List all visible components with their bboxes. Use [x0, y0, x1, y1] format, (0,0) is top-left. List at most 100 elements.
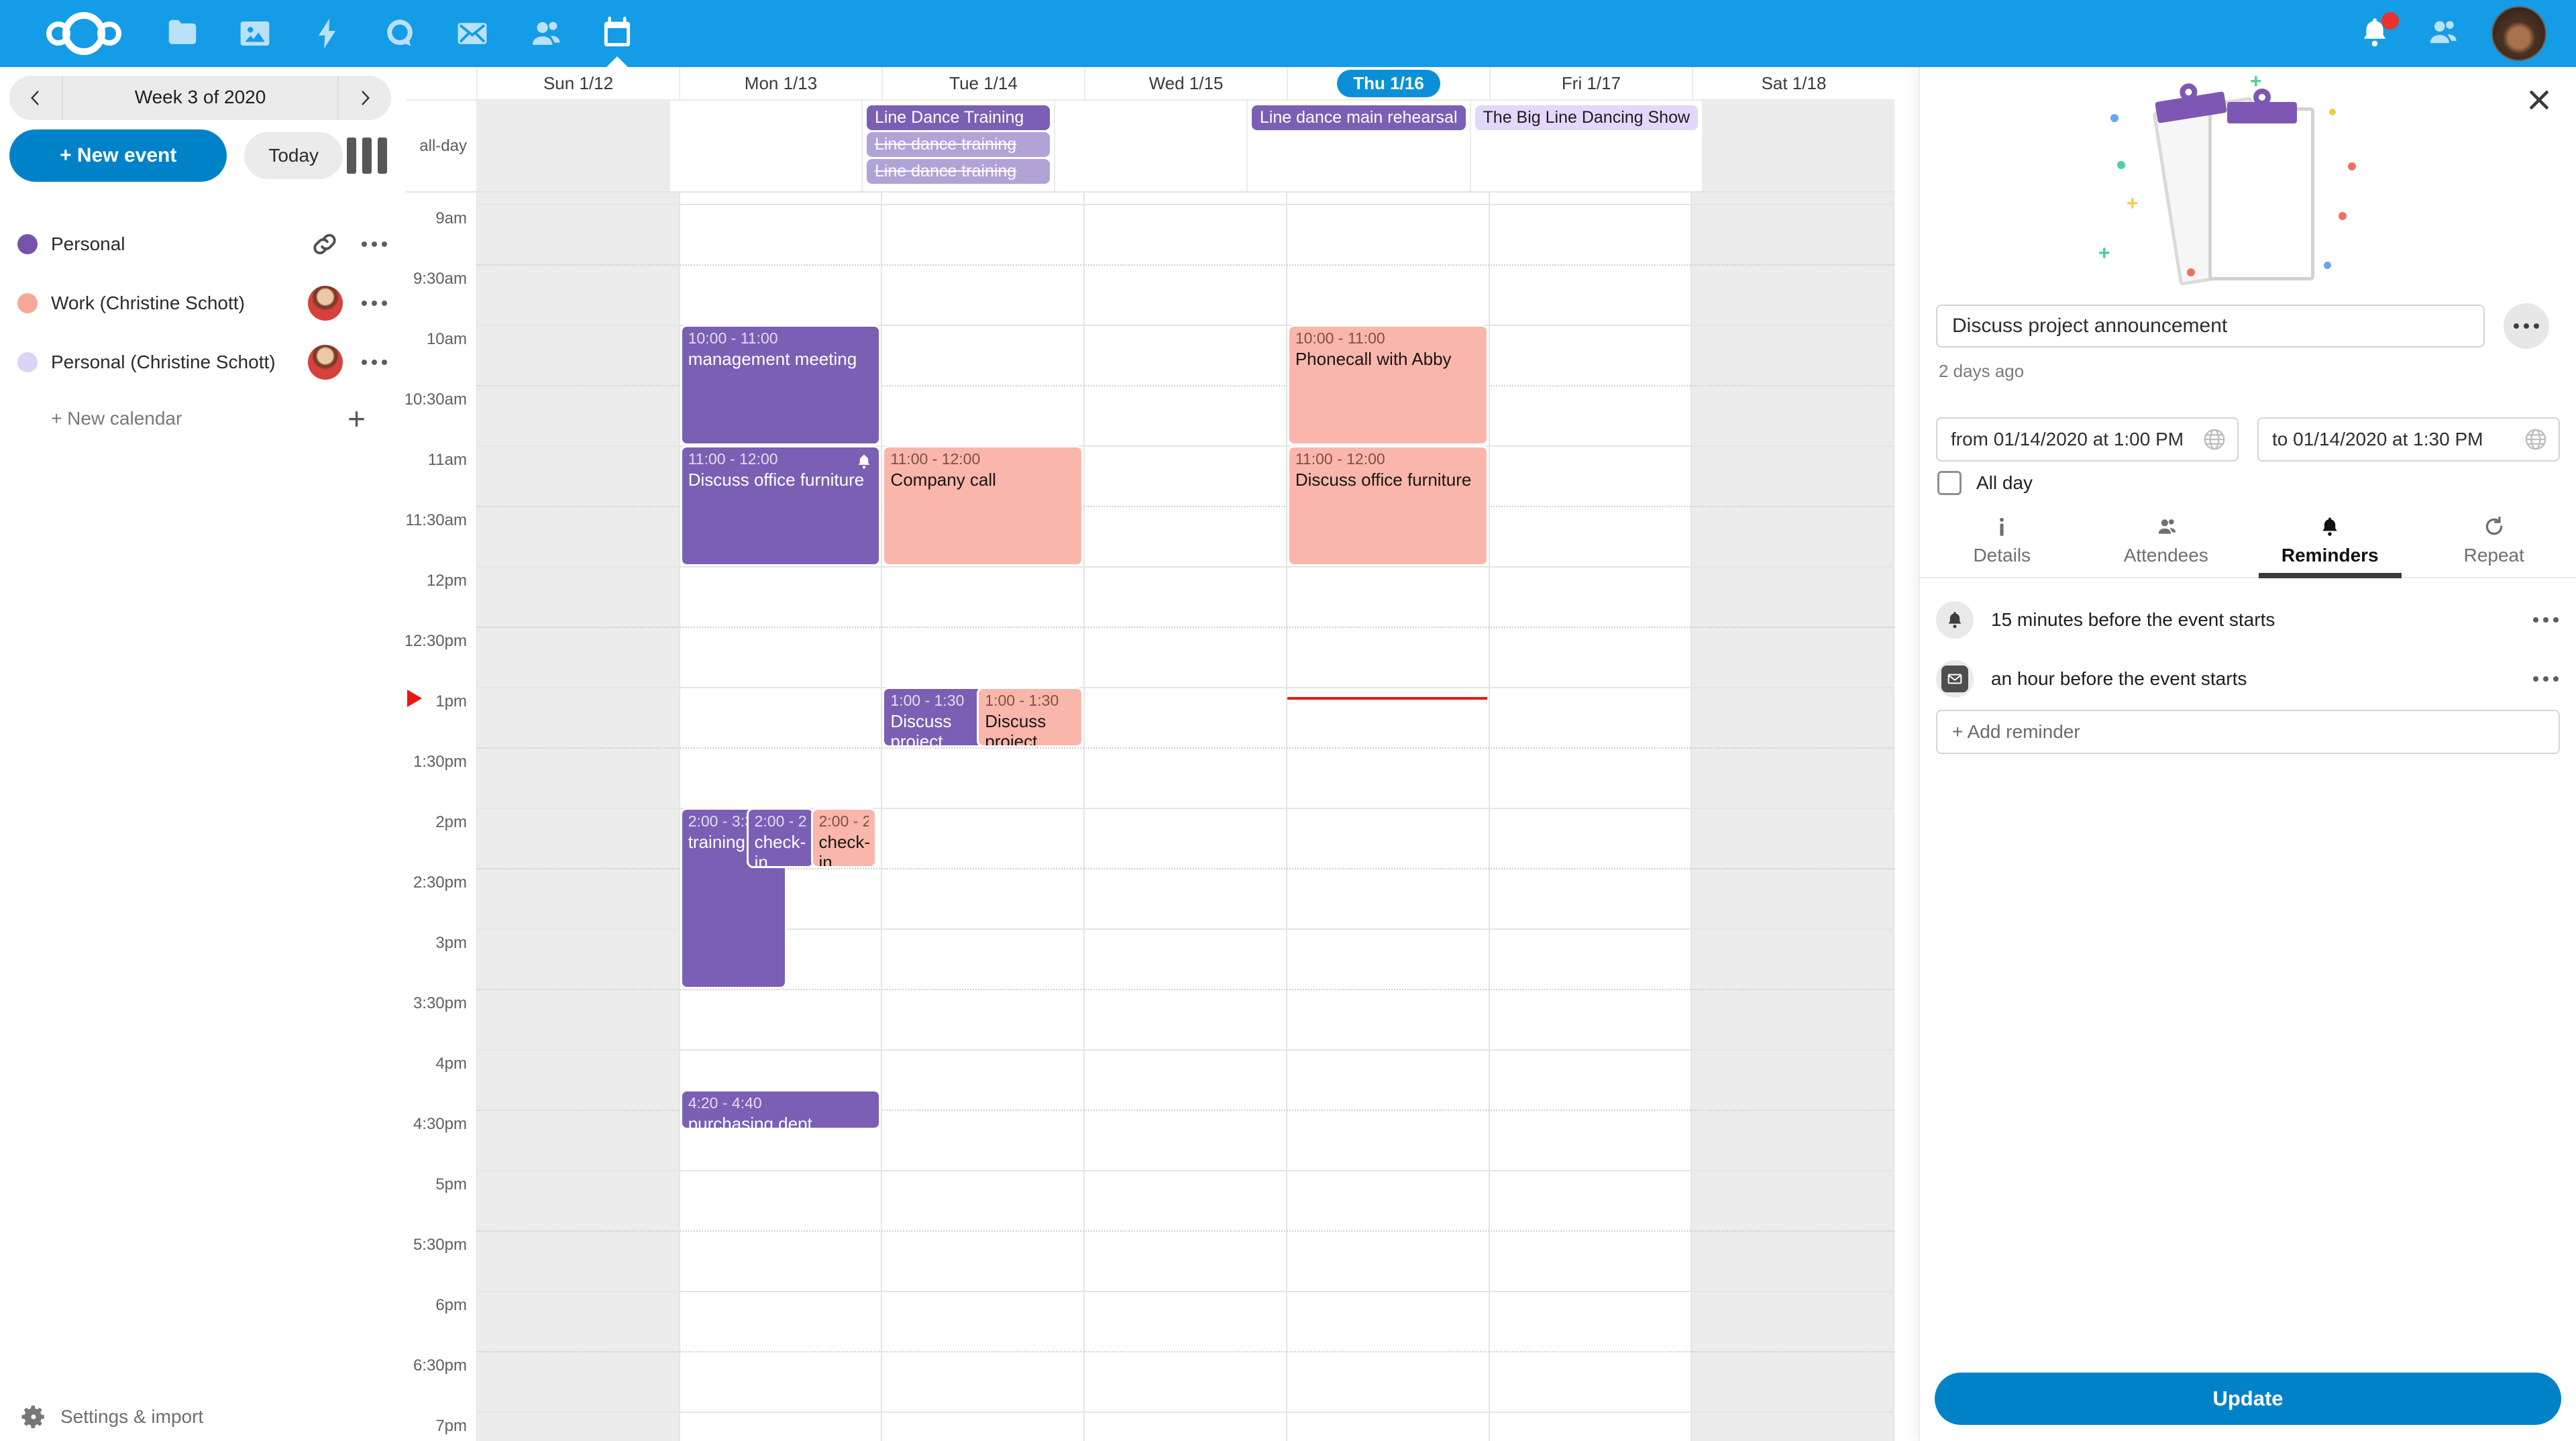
activity-icon[interactable] — [291, 0, 364, 67]
close-icon[interactable] — [2524, 85, 2555, 115]
event[interactable]: 2:00 - 2:30check-in — [746, 808, 815, 868]
all-day-cell[interactable] — [1053, 101, 1246, 191]
start-date-value: from 01/14/2020 at 1:00 PM — [1951, 429, 2184, 449]
event-title: check-in — [818, 831, 871, 868]
all-day-event[interactable]: Line dance training — [866, 159, 1050, 184]
event-title: Company call — [890, 469, 996, 490]
event-menu-button[interactable] — [2504, 303, 2549, 349]
all-day-cell[interactable]: The Big Line Dancing Show — [1469, 101, 1703, 191]
timezone-globe-icon[interactable] — [2522, 426, 2549, 453]
tab-label: Reminders — [2281, 545, 2379, 566]
day-header[interactable]: Thu 1/16 — [1287, 67, 1489, 99]
time-label: 2pm — [435, 813, 467, 831]
event[interactable]: 10:00 - 11:00 management meeting — [680, 325, 881, 445]
day-header[interactable]: Sat 1/18 — [1692, 67, 1894, 99]
calendar-color-dot — [17, 293, 38, 313]
event[interactable]: 2:00 - 2:30check-in — [810, 808, 877, 868]
day-column[interactable] — [1690, 193, 1893, 1441]
event[interactable]: 11:00 - 12:00 Discuss office furniture — [1287, 445, 1489, 566]
day-header[interactable]: Wed 1/15 — [1084, 67, 1287, 99]
calendar-week-view: Sun 1/12 Mon 1/13 Tue 1/14 Wed 1/15 Thu 1/16… — [406, 67, 1895, 1441]
event-time: 4:20 - 4:40 — [688, 1094, 762, 1112]
contacts-menu-icon[interactable] — [2424, 15, 2462, 52]
sidebar-item-calendar[interactable]: Personal (Christine Schott) — [0, 333, 406, 392]
tab-details[interactable]: Details — [1920, 504, 2084, 577]
week-label[interactable]: Week 3 of 2020 — [62, 76, 339, 120]
calendar-menu-icon[interactable] — [360, 236, 388, 252]
day-header[interactable]: Sun 1/12 — [476, 67, 679, 99]
notifications-bell-icon[interactable] — [2357, 12, 2399, 52]
event[interactable]: 2:00 - 3:30 training — [680, 808, 787, 989]
tab-reminders[interactable]: Reminders — [2248, 504, 2412, 578]
event-title-input[interactable] — [1936, 305, 2485, 348]
logo-circle — [62, 12, 105, 55]
all-day-checkbox[interactable] — [1937, 471, 1962, 495]
reminder-menu-icon[interactable] — [2532, 612, 2560, 628]
add-reminder-button[interactable]: + Add reminder — [1936, 710, 2560, 754]
user-avatar[interactable] — [2491, 6, 2546, 61]
time-label: 5:30pm — [413, 1236, 467, 1254]
view-switcher-icon[interactable] — [343, 134, 391, 178]
time-label: 11:30am — [406, 511, 467, 529]
share-link-icon[interactable] — [309, 229, 340, 260]
new-calendar-button[interactable]: + New calendar + — [0, 392, 406, 445]
all-day-cell[interactable] — [1702, 101, 1895, 191]
day-column[interactable]: 10:00 - 11:00 Phonecall with Abby 11:00 - … — [1285, 193, 1489, 1441]
event[interactable]: 11:00 - 12:00 Discuss office furniture — [680, 445, 881, 566]
day-column[interactable] — [1488, 193, 1691, 1441]
reminder-list: 15 minutes before the event starts an hou… — [1936, 590, 2560, 708]
mail-icon[interactable] — [436, 0, 508, 67]
all-day-cell[interactable]: Line Dance Training Line dance training Li… — [861, 101, 1054, 191]
event-time: 10:00 - 11:00 — [1295, 329, 1385, 347]
today-button[interactable]: Today — [244, 132, 343, 179]
all-day-cell[interactable] — [476, 101, 669, 191]
timezone-globe-icon[interactable] — [2201, 426, 2228, 453]
event[interactable]: 1:00 - 1:30 Discuss project — [977, 687, 1084, 747]
all-day-event[interactable]: Line dance main rehearsal — [1251, 105, 1466, 130]
confetti: + — [2098, 242, 2110, 264]
calendar-menu-icon[interactable] — [360, 354, 388, 370]
day-column[interactable] — [1083, 193, 1286, 1441]
day-header[interactable]: Mon 1/13 — [679, 67, 881, 99]
event[interactable]: 11:00 - 12:00 Company call — [882, 445, 1084, 566]
files-icon[interactable] — [146, 0, 219, 67]
all-day-event[interactable]: The Big Line Dancing Show — [1474, 105, 1699, 130]
event-time: 1:00 - 1:30 — [890, 692, 965, 709]
day-column[interactable] — [476, 193, 679, 1441]
day-column[interactable]: 10:00 - 11:00 management meeting 11:00 - 1… — [678, 193, 881, 1441]
next-week-button[interactable] — [339, 76, 391, 120]
day-header[interactable]: Fri 1/17 — [1489, 67, 1692, 99]
calendar-icon[interactable] — [581, 0, 653, 67]
photos-icon[interactable] — [219, 0, 291, 67]
update-button[interactable]: Update — [1935, 1373, 2561, 1425]
event[interactable]: 10:00 - 11:00 Phonecall with Abby — [1287, 325, 1489, 445]
day-header[interactable]: Tue 1/14 — [881, 67, 1084, 99]
sidebar-item-calendar[interactable]: Work (Christine Schott) — [0, 274, 406, 333]
sidebar-item-calendar[interactable]: Personal — [0, 215, 406, 274]
all-day-cell[interactable]: Line dance main rehearsal — [1246, 101, 1470, 191]
talk-icon[interactable] — [364, 0, 436, 67]
reminder-menu-icon[interactable] — [2532, 671, 2560, 687]
new-event-button[interactable]: + New event — [9, 129, 227, 182]
event[interactable]: 4:20 - 4:40 purchasing dept — [680, 1089, 881, 1130]
time-label: 5pm — [435, 1175, 467, 1193]
event-title: purchasing dept — [688, 1113, 812, 1130]
day-header-gutter — [406, 67, 476, 99]
nextcloud-logo[interactable] — [27, 12, 141, 55]
all-day-event[interactable]: Line dance training — [866, 132, 1050, 157]
previous-week-button[interactable] — [9, 76, 62, 120]
time-label: 12:30pm — [406, 632, 467, 650]
settings-import-button[interactable]: Settings & import — [20, 1403, 203, 1430]
all-day-event[interactable]: Line Dance Training — [866, 105, 1050, 130]
all-day-cell[interactable] — [668, 101, 861, 191]
day-column[interactable]: 11:00 - 12:00 Company call 1:00 - 1:30 Disc… — [881, 193, 1084, 1441]
tab-repeat[interactable]: Repeat — [2412, 504, 2576, 577]
tab-attendees[interactable]: Attendees — [2084, 504, 2249, 577]
time-label: 3pm — [435, 934, 467, 952]
current-time-arrow — [407, 690, 422, 707]
calendar-menu-icon[interactable] — [360, 295, 388, 311]
contacts-icon[interactable] — [508, 0, 581, 67]
end-date-field[interactable]: to 01/14/2020 at 1:30 PM — [2257, 417, 2560, 462]
start-date-field[interactable]: from 01/14/2020 at 1:00 PM — [1936, 417, 2239, 462]
